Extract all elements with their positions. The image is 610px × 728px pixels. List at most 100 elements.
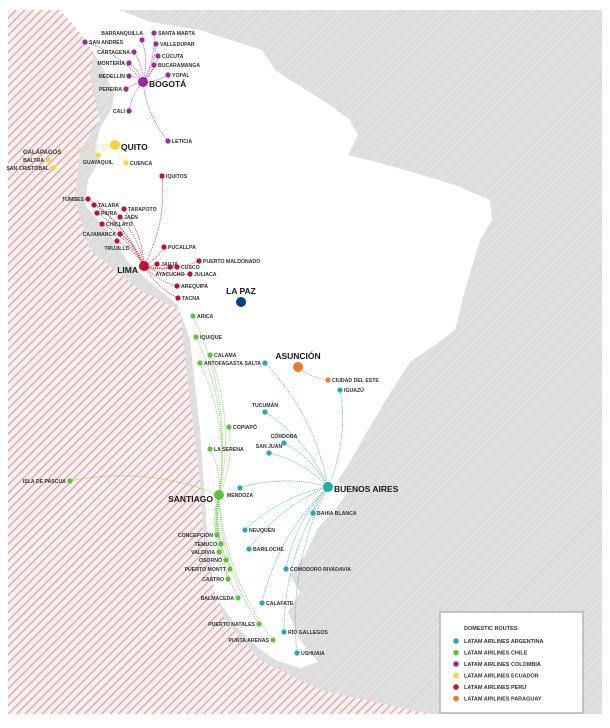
city-marker-calafate[interactable] (259, 600, 265, 606)
city-label-puerto-montt: PUERTO MONTT (185, 567, 227, 573)
city-label-rio-gallegos: RÍO GALLEGOS (288, 628, 328, 636)
city-marker-cuenca[interactable] (123, 160, 129, 166)
city-marker-neuquen[interactable] (242, 527, 248, 533)
city-marker-balmaceda[interactable] (235, 595, 241, 601)
city-marker-puerto-maldonado[interactable] (196, 258, 202, 264)
legend-item-label: LATAM AIRLINES ARGENTINA (464, 639, 543, 645)
city-marker-cucuta[interactable] (155, 53, 161, 59)
city-marker-bariloche[interactable] (246, 546, 252, 552)
city-marker-arequipa[interactable] (174, 283, 180, 289)
hub-marker-santiago[interactable] (214, 490, 224, 500)
city-marker-rio-gallegos[interactable] (281, 629, 287, 635)
city-label-punta-arenas: PUNTA ARENAS (229, 638, 270, 644)
city-marker-la-serena[interactable] (207, 446, 213, 452)
city-marker-bucaramanga[interactable] (151, 62, 157, 68)
city-label-yopal: YOPAL (172, 73, 190, 79)
city-marker-castro[interactable] (225, 576, 231, 582)
city-marker-monteria[interactable] (126, 60, 132, 66)
city-label-bariloche: BARILOCHE (253, 547, 284, 553)
city-marker-barranquilla[interactable] (139, 37, 145, 43)
city-marker-tarapoto[interactable] (121, 206, 127, 212)
hub-marker-la-paz[interactable] (236, 297, 246, 307)
city-label-leticia: LETICIA (172, 139, 192, 145)
city-marker-salta[interactable] (262, 360, 268, 366)
route-buenos-aires-iguazu (327, 389, 343, 488)
city-marker-cajamarca[interactable] (117, 231, 123, 237)
city-label-antofagasta: ANTOFAGASTA (204, 361, 243, 367)
city-label-arequipa: AREQUIPA (181, 284, 208, 290)
city-marker-jauja[interactable] (154, 261, 160, 267)
city-marker-pereira[interactable] (123, 86, 129, 92)
city-marker-ushuaia[interactable] (294, 650, 300, 656)
city-marker-santa-marta[interactable] (151, 30, 157, 36)
city-marker-cusco[interactable] (174, 264, 180, 270)
legend-item-label: LATAM AIRLINES CHILE (464, 651, 528, 657)
city-marker-jaen[interactable] (117, 214, 123, 220)
city-marker-arica[interactable] (190, 313, 196, 319)
city-marker-cartagena[interactable] (131, 49, 137, 55)
hub-marker-quito[interactable] (110, 140, 120, 150)
route-bogota-santa-marta (142, 32, 155, 83)
city-marker-isla-de-pascua[interactable] (67, 478, 73, 484)
city-marker-valdivia[interactable] (216, 549, 222, 555)
city-marker-ayacucho[interactable] (167, 264, 173, 270)
city-label-comodoro-rivadavia: COMODORO RIVADAVIA (290, 567, 351, 573)
city-label-la-serena: LA SERENA (214, 447, 244, 453)
legend-title: DOMESTIC ROUTES (464, 626, 518, 632)
city-marker-temuco[interactable] (218, 541, 224, 547)
city-label-barranquilla: BARRANQUILLA (101, 31, 143, 37)
city-label-ushuaia: USHUAIA (301, 651, 325, 657)
city-marker-talara[interactable] (91, 202, 97, 208)
city-label-calama: CALAMA (214, 353, 237, 359)
city-label-la-paz: LA PAZ (226, 286, 256, 296)
city-marker-trujillo[interactable] (114, 238, 120, 244)
city-marker-osorno[interactable] (223, 557, 229, 563)
route-santiago-antofagasta (199, 362, 223, 496)
hub-marker-bogota[interactable] (138, 77, 148, 87)
city-label-santiago: SANTIAGO (168, 494, 213, 504)
city-marker-punta-arenas[interactable] (270, 637, 276, 643)
route-santiago-calama (209, 354, 226, 496)
city-marker-ciudad-del-este[interactable] (325, 377, 331, 383)
city-marker-puerto-natales[interactable] (256, 621, 262, 627)
city-marker-baltra[interactable] (45, 157, 51, 163)
city-marker-pucallpa[interactable] (161, 244, 167, 250)
city-marker-chiclayo[interactable] (99, 221, 105, 227)
city-marker-calama[interactable] (207, 352, 213, 358)
city-marker-tacna[interactable] (175, 295, 181, 301)
city-marker-piura[interactable] (94, 210, 100, 216)
city-marker-san-cristobal[interactable] (50, 165, 56, 171)
city-marker-copiapo[interactable] (226, 424, 232, 430)
city-marker-cordoba[interactable] (281, 440, 287, 446)
city-marker-medellin[interactable] (126, 73, 132, 79)
city-marker-bahia-blanca[interactable] (310, 510, 316, 516)
route-buenos-aires-comodoro-rivadavia (285, 486, 329, 570)
city-marker-leticia[interactable] (165, 138, 171, 144)
city-marker-juliaca[interactable] (187, 271, 193, 277)
route-buenos-aires-ushuaia (294, 486, 329, 654)
city-marker-san-andres[interactable] (82, 39, 88, 45)
city-marker-valledupar[interactable] (153, 41, 159, 47)
city-marker-yopal[interactable] (165, 72, 171, 78)
city-label-medellin: MEDELLÍN (98, 72, 125, 80)
city-marker-tucuman[interactable] (262, 409, 268, 415)
city-label-mendoza: MENDOZA (227, 493, 253, 499)
hub-marker-lima[interactable] (139, 261, 149, 271)
city-marker-iguazu[interactable] (337, 387, 343, 393)
city-marker-guayaquil[interactable] (95, 152, 101, 158)
city-label-copiapo: COPIAPÓ (233, 423, 257, 431)
city-marker-iquique[interactable] (193, 334, 199, 340)
city-marker-concepcion[interactable] (214, 532, 220, 538)
route-santiago-balmaceda (217, 494, 239, 599)
city-marker-antofagasta[interactable] (197, 360, 203, 366)
city-marker-iquitos[interactable] (159, 173, 165, 179)
hub-marker-buenos-aires[interactable] (323, 482, 333, 492)
city-marker-san-juan[interactable] (266, 450, 272, 456)
route-lima-iquitos (143, 175, 164, 267)
city-marker-cali[interactable] (126, 108, 132, 114)
hub-marker-asuncion[interactable] (293, 362, 303, 372)
city-marker-tumbes[interactable] (85, 196, 91, 202)
city-marker-puerto-montt[interactable] (227, 566, 233, 572)
city-marker-mendoza[interactable] (237, 485, 243, 491)
city-marker-comodoro-rivadavia[interactable] (283, 566, 289, 572)
